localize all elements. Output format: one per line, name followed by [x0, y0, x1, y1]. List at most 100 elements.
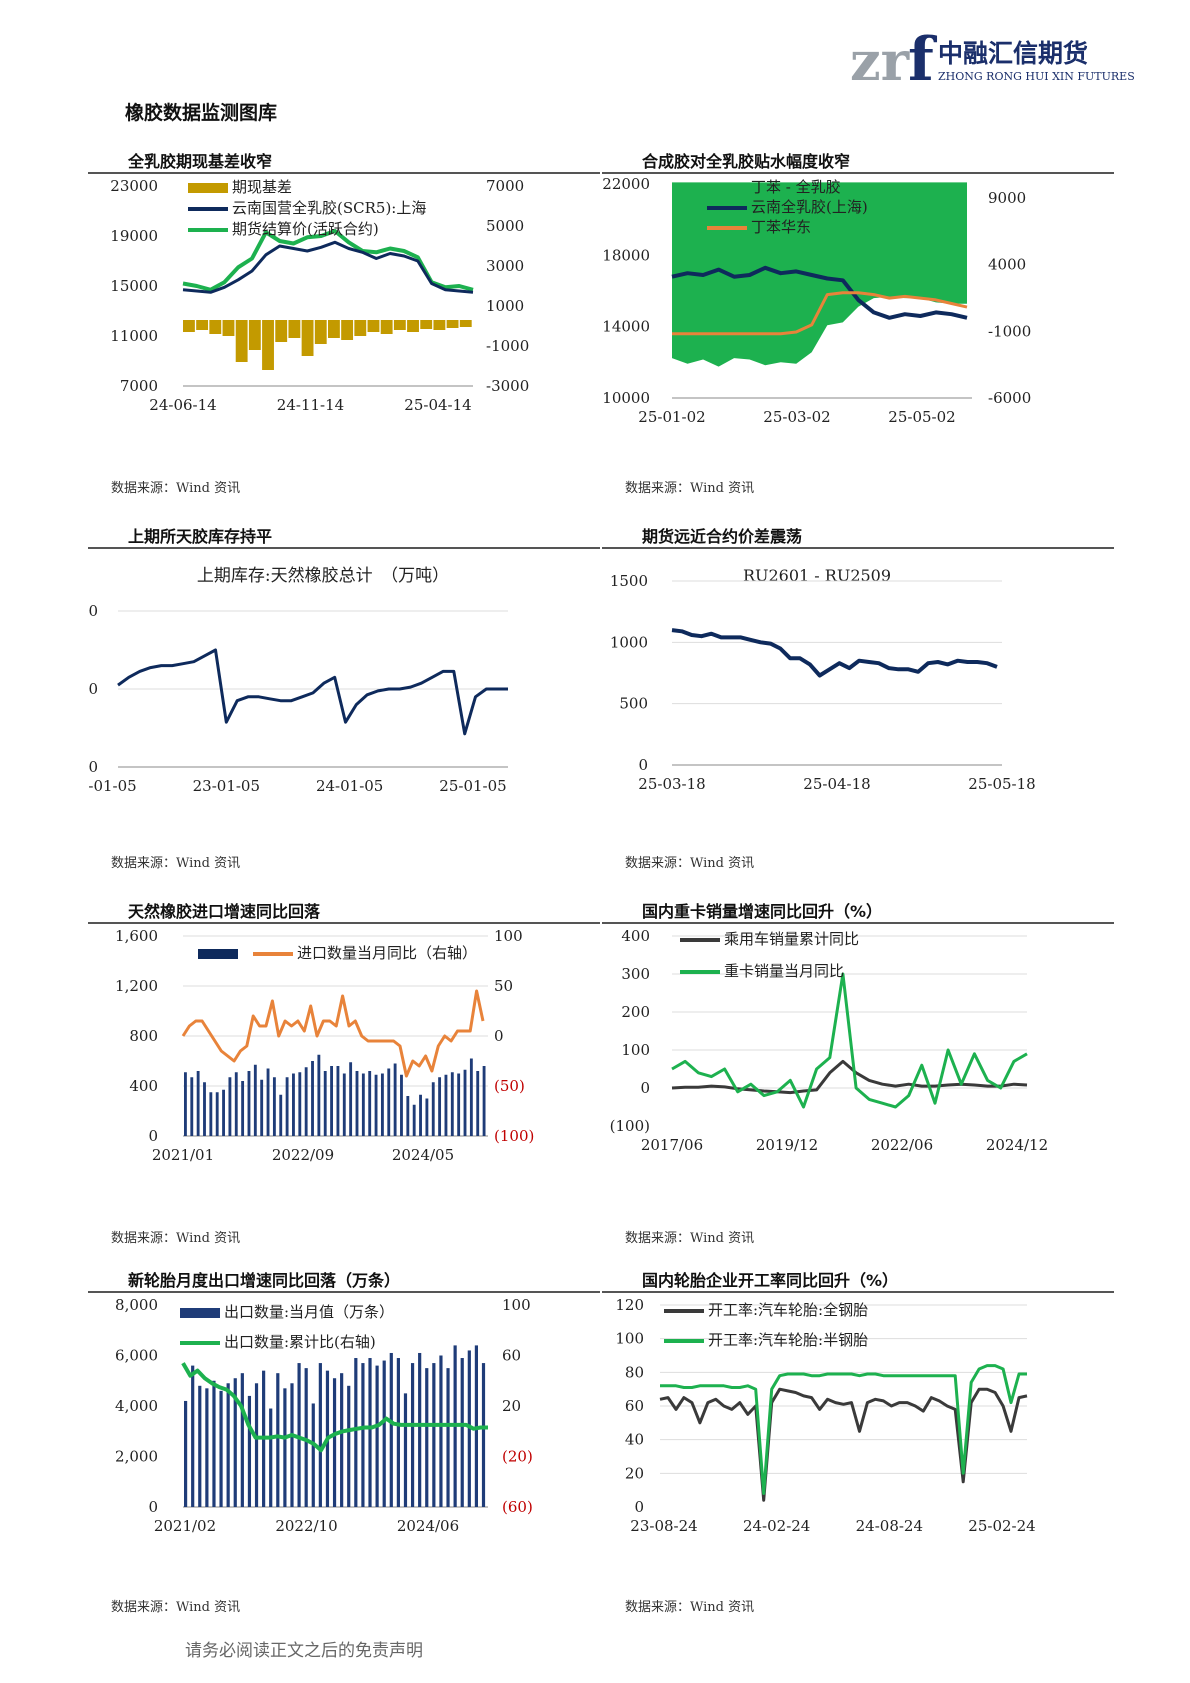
import-bar [311, 1061, 314, 1136]
y-left-tick: 11000 [110, 327, 158, 345]
x-tick-label: 2021/01 [152, 1146, 214, 1164]
import-bar [272, 1077, 276, 1136]
y-right-tick: -1000 [988, 322, 1031, 340]
basis-bar [367, 320, 380, 332]
import-bar [431, 1082, 435, 1136]
export-bar [240, 1373, 244, 1507]
y-left-tick: 15000 [110, 277, 158, 295]
x-tick-label: 2022/09 [272, 1146, 334, 1164]
import-bar [336, 1066, 340, 1136]
y-left-tick: 1,600 [115, 928, 158, 945]
chart-title: 新轮胎月度出口增速同比回落（万条） [128, 1271, 401, 1290]
y-right-tick: 20 [502, 1397, 521, 1415]
chart-title: 期货远近合约价差震荡 [642, 527, 803, 546]
import-bar [330, 1066, 334, 1136]
import-bar [425, 1098, 429, 1136]
y-tick-label: (100) [610, 1117, 650, 1135]
y-right-tick: 100 [502, 1297, 531, 1314]
y-right-tick: (20) [502, 1448, 533, 1466]
basis-bar [314, 320, 327, 344]
import-bar [361, 1073, 365, 1136]
legend-sbr: 丁苯华东 [751, 218, 811, 236]
import-bar [457, 1073, 461, 1136]
basis-bar [288, 320, 301, 338]
import-bar [438, 1077, 442, 1136]
export-bar [481, 1363, 486, 1507]
y-left-tick: 10000 [602, 389, 650, 407]
x-tick-label: 25-02-24 [968, 1517, 1035, 1535]
basis-bar [196, 320, 209, 330]
legend-import-volume-swatch [198, 949, 238, 959]
x-tick-label: 2019/12 [756, 1136, 818, 1154]
x-tick-label: 25-04-18 [803, 775, 870, 793]
import-bar [184, 1072, 187, 1136]
export-bar [311, 1403, 315, 1507]
chart-panel-c6: 国内重卡销量增速同比回升（%） 400 300 200 100 0 (100) 2017/06… [602, 898, 1152, 1258]
y-tick-label: 0 [638, 756, 648, 774]
y-tick-label: 1000 [610, 633, 648, 651]
export-bar [439, 1355, 443, 1507]
series-line-spread [671, 628, 998, 678]
x-tick-label: 2024/06 [397, 1517, 459, 1535]
y-tick-label: 40 [625, 1431, 644, 1449]
legend-basis-swatch [188, 183, 228, 193]
x-tick-label: 2022/06 [871, 1136, 933, 1154]
y-tick-label: 1500 [610, 572, 648, 590]
y-tick-label: 20 [88, 680, 98, 698]
title-rule [602, 547, 1114, 549]
y-tick-label: 120 [615, 1297, 644, 1314]
y-right-tick: 9000 [988, 189, 1026, 207]
export-bar [361, 1363, 365, 1507]
import-bar [292, 1073, 295, 1136]
legend-car-tire: 开工率:汽车轮胎:半钢胎 [708, 1331, 868, 1349]
y-left-tick: 400 [129, 1077, 158, 1095]
chart-panel-c4: 期货远近合约价差震荡 RU2601 - RU2509 1500 1000 500 0 25-… [602, 523, 1152, 883]
title-rule [88, 172, 600, 174]
title-rule [602, 172, 1114, 174]
export-bar [219, 1390, 223, 1507]
export-bar [368, 1358, 372, 1507]
legend-import-yoy: 进口数量当月同比（右轴） [297, 944, 477, 962]
x-tick-label: 25-03-18 [638, 775, 705, 793]
x-tick-label: 23-08-24 [630, 1517, 697, 1535]
import-bar [215, 1092, 219, 1136]
export-bar [340, 1373, 344, 1507]
y-tick-label: 500 [619, 695, 648, 713]
x-tick-label: 2024/05 [392, 1146, 454, 1164]
chart-title: 国内轮胎企业开工率同比回升（%） [642, 1271, 899, 1290]
import-bar [241, 1081, 245, 1136]
chart-c4: RU2601 - RU2509 1500 1000 500 025-03-18 25-04… [610, 566, 1036, 793]
logo-en: ZHONG RONG HUI XIN FUTURES [938, 70, 1135, 83]
chart-panel-c8: 国内轮胎企业开工率同比回升（%） 120 100 80 60 40 20 0 23-08-24 2… [602, 1267, 1152, 1627]
legend-spread: 丁苯 - 全乳胶 [751, 178, 841, 196]
series-line-scr [671, 265, 968, 320]
export-bar [290, 1383, 294, 1507]
import-bar [419, 1094, 422, 1136]
y-left-tick: 0 [148, 1127, 158, 1145]
export-bar [332, 1378, 337, 1507]
y-left-tick: 18000 [602, 246, 650, 264]
export-bar [410, 1363, 415, 1507]
y-right-tick: 3000 [486, 257, 524, 275]
import-bar [349, 1062, 353, 1136]
y-left-tick: 7000 [120, 377, 158, 395]
import-bar [393, 1063, 397, 1136]
series-line-inventory [117, 648, 508, 736]
y-right-tick: 50 [494, 977, 513, 995]
import-bar [298, 1072, 302, 1136]
basis-bar [262, 320, 274, 370]
title-rule [602, 922, 1114, 924]
y-right-tick: 5000 [486, 217, 524, 235]
import-bar [450, 1072, 454, 1136]
import-bar [400, 1074, 403, 1136]
logo-mark-zr: zr [850, 29, 910, 92]
basis-bar [209, 320, 222, 334]
chart-c6: 400 300 200 100 0 (100)2017/06 2019/12 2022/06 2… [610, 928, 1049, 1154]
export-bar [382, 1360, 386, 1507]
series-line-sbr [672, 291, 968, 336]
series-line-export-cum [181, 1362, 488, 1453]
chart-title: 全乳胶期现基差收窄 [128, 152, 273, 171]
y-left-tick: 8,000 [115, 1297, 158, 1314]
import-bar [323, 1071, 327, 1136]
export-bar [297, 1363, 301, 1507]
